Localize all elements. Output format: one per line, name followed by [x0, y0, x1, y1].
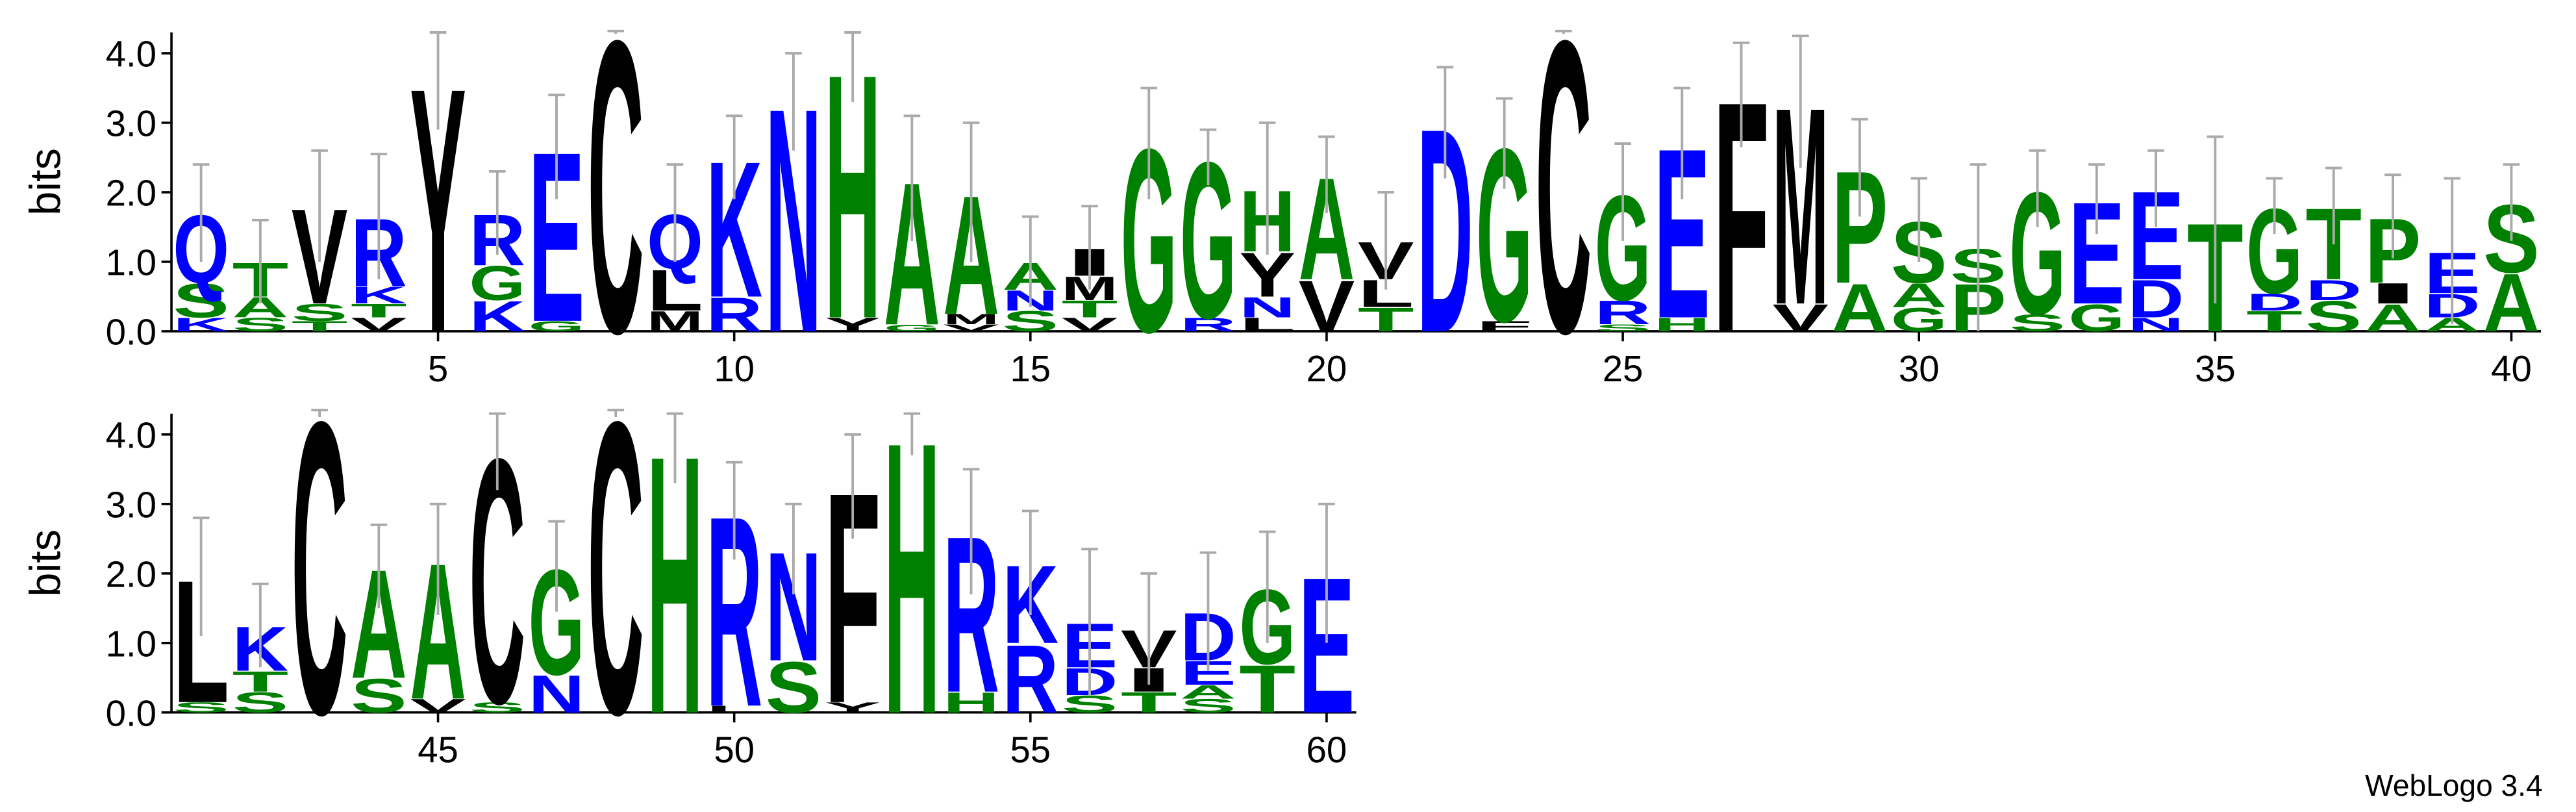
logo-letter: R [1002, 624, 1058, 733]
logo-letter: D [2246, 288, 2303, 316]
logo-letter: F [1476, 318, 1532, 335]
y-tick-label: 4.0 [106, 414, 156, 455]
logo-letter: S [469, 700, 525, 716]
logo-letter: H [1654, 314, 1710, 335]
logo-letter: L [647, 259, 703, 324]
logo-letter: S [232, 314, 289, 335]
y-tick-label: 1.0 [106, 242, 156, 283]
x-tick-label: 20 [1307, 348, 1347, 389]
x-tick-label: 10 [714, 348, 755, 389]
logo-letter: T [2246, 305, 2303, 338]
x-tick-label: 30 [1899, 348, 1940, 389]
y-tick-label: 4.0 [106, 34, 156, 75]
logo-letter: S [2305, 292, 2362, 340]
x-tick-label: 25 [1603, 348, 1644, 389]
logo-letter: N [1239, 291, 1295, 324]
logo-letter: L [706, 704, 762, 715]
x-tick-label: 40 [2491, 348, 2532, 389]
logo-letter: G [529, 318, 585, 335]
y-tick-label: 3.0 [106, 484, 156, 525]
logo-letter: A [1180, 681, 1236, 702]
logo-letter: T [1121, 687, 1177, 719]
logo-letter: V [1772, 296, 1829, 340]
logo-letter: S [173, 700, 229, 716]
logo-letter: T [232, 666, 289, 698]
logo-letter: L [1239, 314, 1295, 336]
logo-letter: A [1891, 276, 1947, 314]
y-axis-label: bits [21, 529, 69, 597]
logo-letter: A [1832, 270, 1888, 346]
y-tick-label: 1.0 [106, 623, 156, 664]
logo-letter: C [1536, 0, 1592, 420]
logo-letter: K [469, 292, 525, 340]
logo-letter: V [943, 322, 999, 333]
logo-letter: V [351, 314, 407, 335]
y-tick-label: 0.0 [106, 311, 156, 352]
logo-letter: S [1595, 322, 1651, 333]
logo-letter: A [2483, 257, 2540, 349]
logo-letter: V [1062, 314, 1118, 335]
logo-letter: S [292, 299, 348, 326]
logo-letter: H [943, 687, 999, 719]
logo-letter: C [588, 0, 644, 420]
x-tick-label: 55 [1010, 730, 1051, 770]
y-tick-label: 3.0 [106, 103, 156, 144]
logo-letter: M [647, 305, 703, 337]
logo-letter: S [173, 274, 229, 328]
logo-letter: T [1358, 300, 1414, 338]
y-axis-label: bits [21, 148, 69, 216]
logo-letter: C [292, 335, 348, 801]
y-tick-label: 2.0 [106, 172, 156, 213]
x-tick-label: 15 [1010, 348, 1051, 389]
logo-letter: C [588, 335, 644, 801]
logo-letter: T [292, 318, 348, 335]
logo-letter: S [1180, 695, 1236, 717]
logo-letter: I [2365, 277, 2421, 310]
logo-letter: K [351, 282, 407, 309]
logo-letter: T [1062, 296, 1118, 323]
y-tick-label: 2.0 [106, 553, 156, 594]
footer: WebLogo 3.4 [2365, 768, 2542, 802]
logo-letter: S [351, 669, 407, 723]
logo-letter: S [1062, 691, 1118, 718]
x-tick-label: 45 [418, 730, 458, 770]
logo-letter: Y [825, 314, 881, 335]
logo-letter: R [706, 288, 762, 342]
logo-letter: Y [825, 700, 881, 716]
x-tick-label: 35 [2195, 348, 2236, 389]
x-tick-label: 5 [428, 348, 448, 389]
logo-letter: D [2128, 269, 2184, 329]
logo-letter: A [2365, 296, 2421, 340]
logo-letter: V [410, 695, 466, 717]
logo-letter: D [2305, 274, 2362, 307]
logo-letter: G [469, 257, 525, 311]
logo-letter: R [1595, 294, 1651, 332]
logo-letter: G [884, 322, 940, 333]
logo-letter: V [1299, 265, 1355, 347]
x-tick-label: 60 [1307, 730, 1347, 770]
x-tick-label: 50 [714, 730, 755, 770]
logo-letter: S [2009, 309, 2066, 336]
logo-letter: M [943, 311, 999, 327]
logo-letter: S [1002, 305, 1058, 337]
logo-letter: N [2128, 314, 2184, 335]
logo-letter: G [2069, 296, 2125, 340]
logo-letter: T [351, 299, 407, 322]
logo-letter: N [529, 664, 585, 724]
y-tick-label: 0.0 [106, 692, 156, 733]
logo-letter: T [1239, 652, 1295, 728]
logo-letter: R [1180, 314, 1236, 335]
logo-letter: G [1891, 301, 1947, 338]
logo-letter: K [173, 314, 229, 335]
logo-letter: S [232, 686, 289, 718]
logo-letter: S [766, 646, 822, 728]
